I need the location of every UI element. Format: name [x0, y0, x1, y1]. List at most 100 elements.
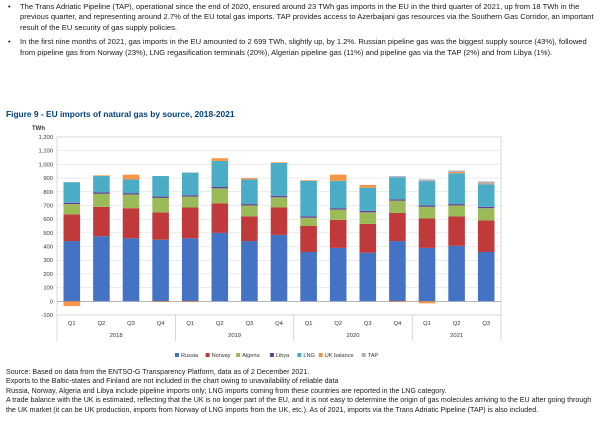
bar-segment-algeria: [93, 193, 110, 207]
y-tick-label: 800: [43, 190, 53, 196]
year-label: 2019: [228, 333, 241, 339]
axis-layer: TWh -100 0 100 200 300 400 500 600 700 800 900 1,00…: [32, 126, 490, 339]
x-tick-label: Q2: [453, 321, 461, 327]
bullet-item: • In the first nine months of 2021, gas …: [4, 37, 602, 58]
bar-segment-algeria: [359, 212, 377, 224]
bullet-dot-icon: •: [8, 2, 11, 11]
bar-segment-lng: [211, 160, 229, 187]
bar-segment-russia: [152, 239, 169, 302]
legend-swatch: [297, 353, 302, 357]
bullet-list: • The Trans Adriatic Pipeline (TAP), ope…: [4, 2, 602, 62]
bar-segment-libya: [122, 193, 140, 195]
bar-segment-uk-balance: [300, 180, 317, 181]
bar-segment-russia: [418, 247, 436, 302]
bar-segment-libya: [329, 208, 347, 210]
y-tick-label: 900: [43, 176, 53, 182]
y-tick-label: 1,100: [38, 149, 53, 155]
bar-segment-lng: [329, 180, 347, 209]
exports-note: Exports to the Baltic-states and Finland…: [6, 377, 339, 386]
bar-segment-libya: [477, 206, 495, 209]
y-tick-label: 500: [43, 231, 53, 237]
bar-segment-russia: [448, 245, 465, 302]
bar-segment-algeria: [477, 208, 495, 221]
y-tick-label: 700: [43, 203, 53, 209]
x-tick-label: Q3: [364, 321, 372, 327]
bar-segment-tap: [418, 179, 436, 182]
bar-segment-lng: [122, 179, 140, 194]
bar-segment-lng: [477, 184, 495, 207]
bar-segment-libya: [448, 204, 465, 206]
bar-segment-tap: [389, 176, 406, 178]
bar-segment-lng: [63, 182, 81, 203]
x-tick-label: Q4: [157, 321, 166, 327]
bar-segment-lng: [300, 180, 317, 217]
bar-segment-uk-balance: [152, 301, 169, 302]
y-tick-label: 100: [43, 286, 53, 292]
year-label: 2021: [450, 333, 463, 339]
legend-label: UK balance: [325, 353, 354, 359]
bar-segment-norway: [418, 218, 436, 248]
bar-segment-algeria: [63, 204, 81, 215]
bar-segment-algeria: [329, 209, 347, 220]
bar-segment-algeria: [152, 197, 169, 213]
bar-segment-norway: [329, 219, 347, 248]
bar-segment-russia: [359, 252, 377, 302]
bar-segment-uk-balance: [211, 158, 229, 161]
y-tick-label: 600: [43, 217, 53, 223]
legend-label: Norway: [212, 353, 231, 359]
y-tick-label: 400: [43, 245, 53, 251]
bar-segment-uk-balance: [63, 301, 81, 307]
bar-segment-russia: [300, 252, 317, 302]
bar-segment-norway: [477, 220, 495, 253]
legend-swatch: [361, 353, 366, 357]
bar-segment-uk-balance: [329, 174, 347, 181]
bar-segment-algeria: [122, 194, 140, 209]
bar-segment-norway: [389, 212, 406, 242]
bars-layer: [63, 158, 495, 307]
y-tick-label: -100: [41, 313, 53, 319]
x-tick-label: Q2: [216, 321, 224, 327]
y-tick-label: 200: [43, 272, 53, 278]
bar-segment-libya: [418, 205, 436, 207]
bullet-item: • The Trans Adriatic Pipeline (TAP), ope…: [4, 2, 602, 33]
bar-segment-norway: [270, 207, 288, 235]
bar-segment-lng: [93, 176, 110, 193]
bar-segment-libya: [241, 204, 258, 206]
y-tick-label: 1,000: [38, 162, 53, 168]
bar-segment-norway: [122, 208, 140, 239]
y-tick-label: 1,200: [38, 135, 53, 141]
bar-segment-lng: [270, 163, 288, 196]
bar-segment-norway: [359, 223, 377, 253]
legend-label: Algeria: [242, 353, 260, 359]
bar-segment-russia: [389, 241, 406, 302]
bar-segment-russia: [181, 238, 199, 302]
x-tick-label: Q4: [394, 321, 403, 327]
bar-segment-uk-balance: [448, 171, 465, 174]
bar-segment-uk-balance: [359, 184, 377, 188]
bar-segment-libya: [389, 199, 406, 201]
bar-segment-russia: [329, 247, 347, 302]
bar-segment-russia: [270, 234, 288, 302]
bar-segment-norway: [181, 207, 199, 239]
year-label: 2020: [347, 333, 360, 339]
bar-segment-algeria: [389, 200, 406, 213]
bar-segment-uk-balance: [93, 175, 110, 177]
legend-label: Russia: [181, 353, 199, 359]
bullet-text: In the first nine months of 2021, gas im…: [20, 37, 587, 57]
bar-segment-uk-balance: [477, 183, 495, 185]
bar-segment-libya: [63, 202, 81, 205]
bar-segment-russia: [241, 241, 258, 302]
x-tick-label: Q1: [186, 321, 194, 327]
bar-segment-lng: [152, 176, 169, 197]
legend: Russia Norway Algeria Libya LNG UK balance TAP: [175, 353, 378, 359]
bar-segment-lng: [359, 187, 377, 211]
legend-label: TAP: [368, 353, 379, 359]
bar-segment-algeria: [241, 205, 258, 217]
bar-segment-norway: [448, 216, 465, 246]
bar-segment-libya: [300, 216, 317, 218]
bar-segment-tap: [448, 170, 465, 172]
bar-segment-libya: [211, 186, 229, 189]
figure-title: Figure 9 - EU imports of natural gas by …: [6, 109, 235, 119]
bar-segment-uk-balance: [418, 301, 436, 304]
legend-swatch: [269, 353, 274, 357]
